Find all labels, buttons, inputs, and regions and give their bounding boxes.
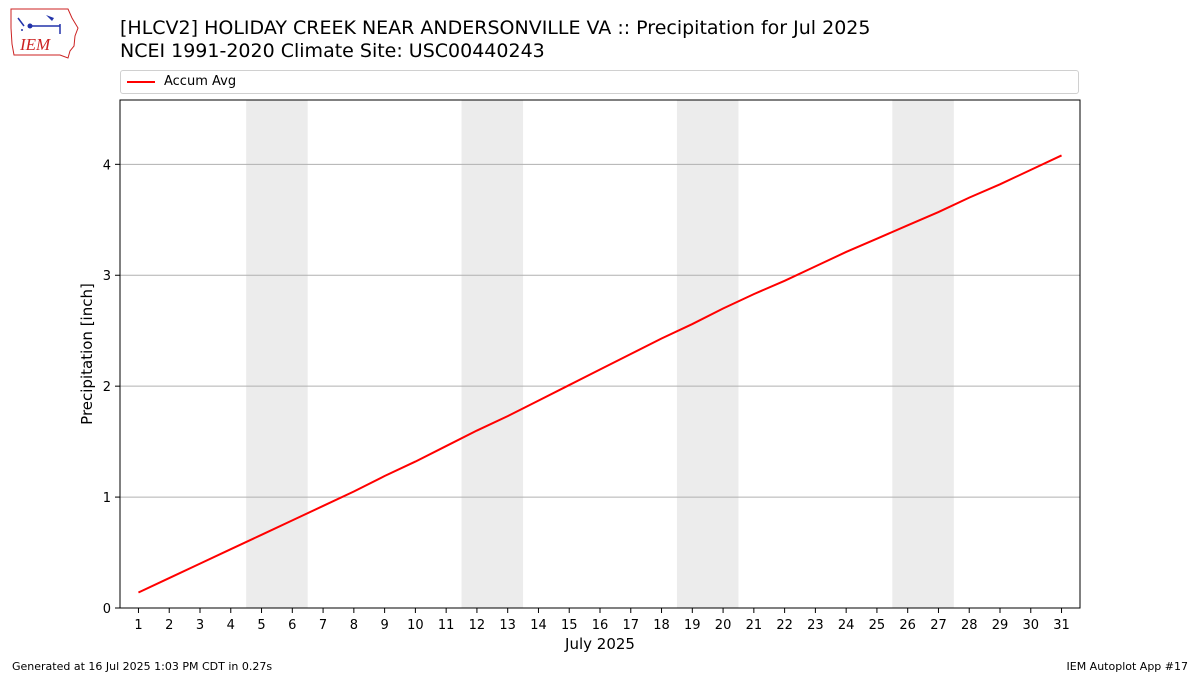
x-tick-label-13: 13	[499, 618, 516, 633]
y-tick-label-2: 2	[103, 380, 111, 395]
x-tick-label-23: 23	[807, 618, 824, 633]
x-tick-label-26: 26	[899, 618, 916, 633]
iowa-outline-icon	[10, 8, 79, 59]
x-tick-label-29: 29	[992, 618, 1009, 633]
y-tick-label-4: 4	[103, 158, 111, 173]
chart-legend: Accum Avg	[120, 70, 1079, 94]
x-tick-label-8: 8	[350, 618, 358, 633]
legend-label-accum-avg: Accum Avg	[164, 74, 237, 89]
legend-line-swatch	[127, 81, 155, 83]
y-tick-label-0: 0	[103, 602, 111, 617]
weekend-band-3	[676, 100, 739, 608]
y-gridlines	[120, 163, 1080, 498]
x-axis-label: July 2025	[564, 635, 635, 653]
x-tick-label-25: 25	[869, 618, 886, 633]
x-tick-label-9: 9	[380, 618, 388, 633]
iem-logo: IEM	[10, 8, 79, 59]
x-tick-label-4: 4	[227, 618, 235, 633]
x-tick-label-2: 2	[165, 618, 173, 633]
x-axis-ticks: 1 2 3 4 5 6 7 8 9 10 11 12 13 14 15 16 17 18 19 20 21 22 23 24 2…	[134, 608, 1070, 633]
x-tick-label-30: 30	[1022, 618, 1039, 633]
x-tick-label-3: 3	[196, 618, 204, 633]
footer-app-label: IEM Autoplot App #17	[1066, 660, 1189, 673]
y-axis-ticks: 0 1 2 3 4	[103, 158, 120, 617]
x-tick-label-18: 18	[653, 618, 670, 633]
weekend-band-4	[892, 100, 954, 608]
weekend-band-2	[461, 100, 524, 608]
weekend-bands	[246, 100, 954, 608]
x-tick-label-22: 22	[776, 618, 793, 633]
y-axis-label: Precipitation [inch]	[78, 283, 96, 425]
x-tick-label-24: 24	[838, 618, 855, 633]
x-tick-label-12: 12	[469, 618, 486, 633]
logo-text: IEM	[19, 35, 51, 54]
x-tick-label-7: 7	[319, 618, 327, 633]
x-tick-label-15: 15	[561, 618, 578, 633]
chart-title: [HLCV2] HOLIDAY CREEK NEAR ANDERSONVILLE…	[120, 17, 871, 39]
weekend-band-1	[246, 100, 308, 608]
x-tick-label-27: 27	[930, 618, 947, 633]
y-tick-label-3: 3	[103, 269, 111, 284]
x-tick-label-5: 5	[257, 618, 265, 633]
chart-subtitle: NCEI 1991-2020 Climate Site: USC00440243	[120, 40, 545, 62]
x-tick-label-11: 11	[438, 618, 455, 633]
x-tick-label-19: 19	[684, 618, 701, 633]
x-tick-label-1: 1	[134, 618, 142, 633]
series-layer	[138, 154, 1062, 594]
x-tick-label-6: 6	[288, 618, 296, 633]
x-tick-label-28: 28	[961, 618, 978, 633]
x-tick-label-16: 16	[592, 618, 609, 633]
footer-generated-text: Generated at 16 Jul 2025 1:03 PM CDT in …	[12, 660, 273, 673]
x-tick-label-31: 31	[1053, 618, 1070, 633]
x-tick-label-21: 21	[746, 618, 763, 633]
x-tick-label-10: 10	[407, 618, 424, 633]
x-tick-label-17: 17	[622, 618, 639, 633]
x-tick-label-14: 14	[530, 618, 547, 633]
y-tick-label-1: 1	[103, 491, 111, 506]
x-tick-label-20: 20	[715, 618, 732, 633]
